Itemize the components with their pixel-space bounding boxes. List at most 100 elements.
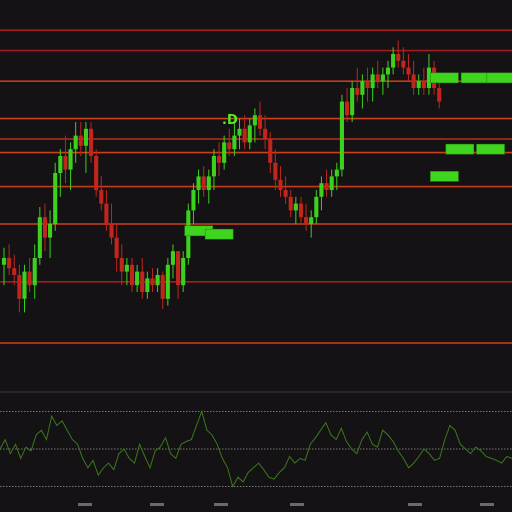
candle-body	[319, 183, 324, 197]
candle-body	[329, 176, 334, 190]
candle-body	[27, 271, 32, 286]
candle-body	[99, 190, 104, 204]
candle-body	[160, 275, 165, 299]
candle-body	[314, 196, 319, 218]
candle-body	[135, 271, 140, 286]
oscillator-reference-lines	[0, 411, 512, 487]
candle-body	[58, 156, 63, 173]
candle-body	[129, 264, 135, 286]
candle-body	[273, 162, 278, 180]
candle-body	[334, 169, 339, 177]
price-tag	[430, 171, 459, 182]
candle-body	[411, 74, 416, 88]
candlestick-series	[1, 40, 442, 313]
candle-body	[437, 88, 442, 102]
candle-body	[114, 237, 119, 258]
candle-body	[370, 74, 375, 88]
candle-body	[263, 128, 268, 139]
candle-body	[78, 135, 83, 146]
candle-body	[104, 203, 109, 224]
candle-body	[150, 278, 155, 286]
candle-body	[380, 74, 385, 82]
candle-body	[426, 67, 432, 88]
candle-body	[42, 217, 48, 238]
candle-body	[181, 258, 186, 286]
candle-body	[12, 268, 17, 275]
candle-body	[257, 115, 263, 129]
candle-body	[293, 203, 298, 211]
candle-body	[355, 88, 360, 95]
candle-body	[37, 217, 42, 258]
candle-body	[339, 101, 344, 170]
level-lines	[0, 29, 512, 344]
candle-body	[232, 135, 237, 150]
candle-body	[421, 81, 426, 88]
candle-body	[176, 251, 181, 286]
candle-body	[344, 101, 350, 116]
candle-body	[227, 142, 232, 150]
candle-body	[155, 275, 160, 286]
price-tag	[476, 143, 505, 155]
candle-body	[252, 115, 257, 126]
candle-body	[298, 203, 304, 218]
candle-body	[201, 176, 206, 190]
candle-body	[170, 251, 176, 265]
candle-body	[350, 88, 355, 116]
candle-body	[283, 190, 288, 197]
candle-body	[63, 156, 68, 170]
candle-body	[237, 128, 242, 136]
candle-body	[365, 81, 370, 88]
candle-body	[119, 258, 124, 272]
candle-body	[247, 125, 252, 143]
candle-body	[68, 149, 73, 170]
candle-body	[124, 264, 129, 272]
candle-body	[391, 54, 396, 68]
candle-body	[406, 67, 411, 75]
candle-body	[211, 156, 216, 177]
candle-body	[222, 142, 227, 163]
candle-body	[242, 128, 247, 143]
candle-body	[145, 278, 150, 292]
candle-body	[268, 139, 273, 163]
price-tag	[204, 228, 234, 240]
candle-body	[165, 264, 170, 299]
candle-body	[7, 258, 12, 269]
candle-body	[32, 258, 37, 286]
axis-ticks	[78, 503, 494, 506]
candle-body	[396, 54, 401, 61]
axis-tick	[290, 503, 304, 506]
candle-body	[416, 81, 421, 88]
candle-body	[385, 67, 391, 75]
candle-body	[288, 196, 293, 211]
candle-body	[216, 156, 222, 163]
candle-body	[94, 156, 99, 190]
candle-body	[304, 217, 309, 224]
price-tag	[430, 72, 459, 84]
candle-body	[324, 183, 329, 190]
axis-tick	[408, 503, 422, 506]
candle-body	[375, 74, 380, 82]
candle-body	[278, 179, 283, 190]
candle-body	[73, 135, 78, 150]
candle-body	[140, 271, 145, 292]
candle-body	[17, 275, 22, 299]
axis-tick	[214, 503, 228, 506]
candle-body	[196, 176, 201, 190]
candle-body	[88, 128, 94, 156]
candle-body	[360, 81, 365, 95]
axis-tick	[150, 503, 164, 506]
candle-body	[191, 190, 196, 211]
candle-body	[401, 60, 406, 68]
oscillator-line	[0, 409, 512, 488]
axis-tick	[480, 503, 494, 506]
price-tag	[460, 72, 490, 84]
chart-annotation-label: .D	[222, 113, 238, 128]
axis-tick	[78, 503, 92, 506]
candle-body	[53, 173, 58, 224]
candle-body	[309, 217, 314, 224]
candle-body	[109, 224, 114, 238]
candle-body	[1, 258, 7, 265]
candle-body	[83, 128, 88, 146]
